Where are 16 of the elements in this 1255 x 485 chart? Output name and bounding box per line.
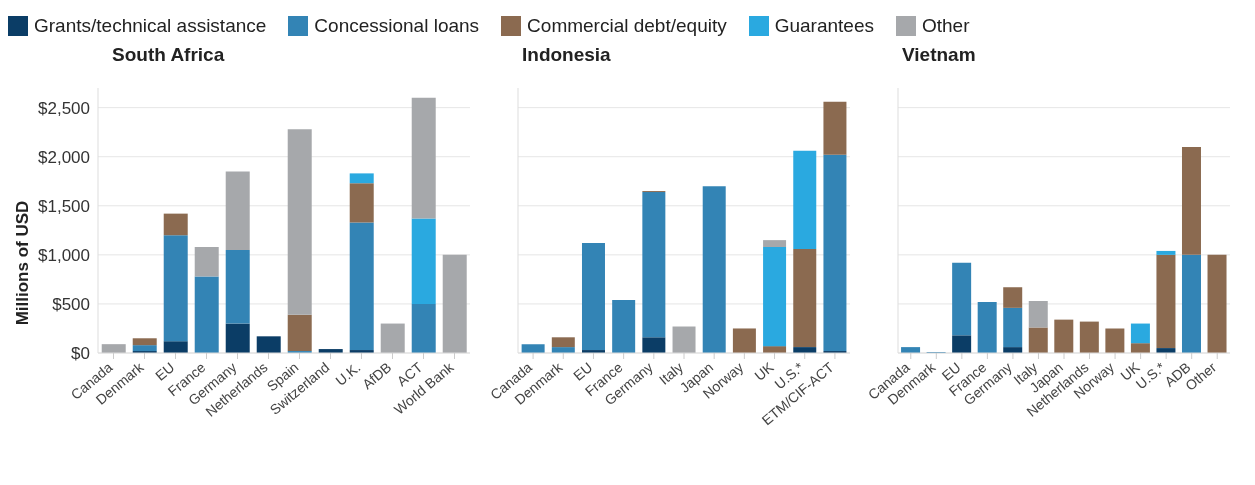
legend-label: Guarantees [774,15,874,37]
x-tick-label: U.K. [332,359,364,389]
legend-label: Concessional loans [314,15,480,37]
legend-label: Grants/technical assistance [34,15,267,37]
chart-title: Indonesia [522,44,612,67]
chart-title: South Africa [112,44,226,67]
legend-label: Commercial debt/equity [527,15,727,37]
y-axis-title: Millions of USD [13,200,33,326]
legend-label: Other [922,15,970,37]
y-tick-label: $500 [52,294,90,314]
y-tick-label: $2,500 [38,98,90,118]
y-tick-label: $1,500 [38,196,90,216]
y-tick-label: $2,000 [38,147,90,167]
y-tick-label: $0 [71,344,90,364]
chart-title: Vietnam [902,44,977,67]
y-tick-label: $1,000 [38,245,90,265]
